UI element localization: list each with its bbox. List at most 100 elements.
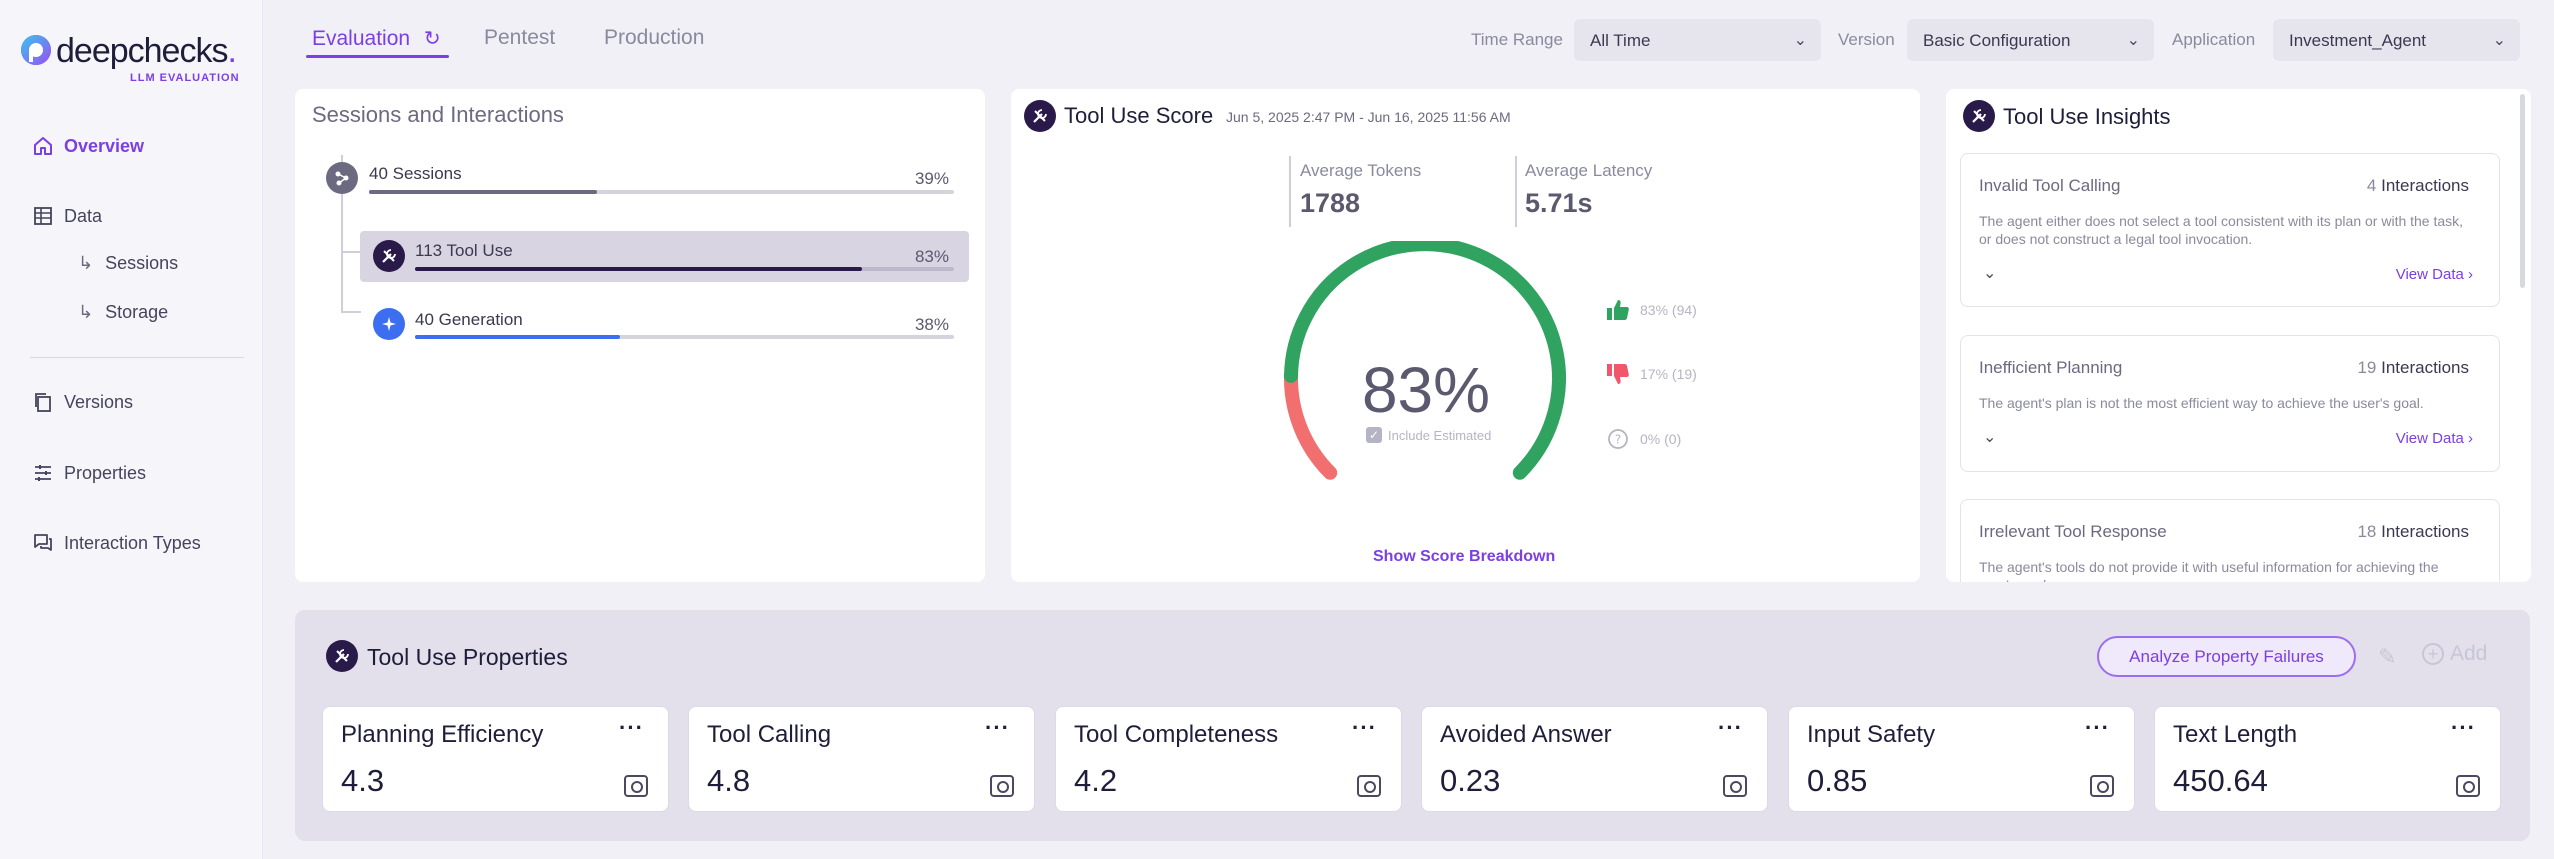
insight-count-number: 19 <box>2357 358 2377 377</box>
score-date-range: Jun 5, 2025 2:47 PM - Jun 16, 2025 11:56… <box>1226 109 1511 125</box>
table-icon <box>34 207 52 225</box>
sidebar-item-label: Storage <box>105 302 169 322</box>
property-value: 4.3 <box>341 763 385 798</box>
more-menu-icon[interactable]: ··· <box>985 715 1010 740</box>
view-data-link[interactable]: View Data › <box>2395 430 2473 447</box>
plus-circle-icon: + <box>2422 643 2444 665</box>
insight-card-irrelevant-tool-response[interactable]: Irrelevant Tool Response 18 Interactions… <box>1960 499 2500 582</box>
logo-dot: . <box>227 32 237 70</box>
more-menu-icon[interactable]: ··· <box>1718 715 1743 740</box>
sidebar-item-interaction-types[interactable]: Interaction Types <box>32 532 201 554</box>
sidebar-item-label: Interaction Types <box>64 532 201 553</box>
property-name: Text Length <box>2173 721 2298 748</box>
add-property-button[interactable]: + Add <box>2422 642 2487 666</box>
svg-text:?: ? <box>1615 433 1621 447</box>
session-row-bar-fill <box>369 190 598 194</box>
home-icon <box>34 137 52 155</box>
insight-card-inefficient-planning[interactable]: Inefficient Planning 19 Interactions The… <box>1960 335 2500 472</box>
sidebar-item-overview[interactable]: Overview <box>32 135 144 157</box>
tool-use-icon <box>1024 100 1056 132</box>
property-card-tool-completeness[interactable]: Tool Completeness 4.2 ··· <box>1055 706 1402 812</box>
show-score-breakdown-link[interactable]: Show Score Breakdown <box>1373 548 1556 565</box>
property-name: Planning Efficiency <box>341 721 544 748</box>
tool-use-icon <box>326 640 358 672</box>
edit-icon[interactable]: ✎ <box>2378 644 2397 669</box>
property-card-tool-calling[interactable]: Tool Calling 4.8 ··· <box>688 706 1035 812</box>
session-row-pct: 39% <box>914 169 949 188</box>
generation-icon <box>373 308 405 340</box>
property-detail-icon[interactable] <box>1357 775 1381 797</box>
sidebar-item-versions[interactable]: Versions <box>32 391 133 413</box>
analyze-property-failures-button[interactable]: Analyze Property Failures <box>2097 636 2356 677</box>
insight-name: Inefficient Planning <box>1979 358 2123 377</box>
insight-count-number: 18 <box>2357 522 2377 541</box>
sidebar-item-data[interactable]: Data <box>32 205 102 227</box>
sidebar-item-label: Data <box>64 205 103 226</box>
avg-latency-value: 5.71s <box>1525 188 1593 218</box>
sub-arrow-icon: ↳ <box>78 302 94 322</box>
tab-label: Evaluation <box>312 27 411 50</box>
include-estimated-checkbox[interactable]: ✓ Include Estimated <box>1366 427 1491 443</box>
property-card-planning-efficiency[interactable]: Planning Efficiency 4.3 ··· <box>322 706 669 812</box>
score-value: 83% <box>1361 354 1491 426</box>
gauge-good-arc <box>1284 241 1566 480</box>
chat-icon <box>34 534 52 551</box>
deepchecks-logo-mark-icon <box>21 35 51 65</box>
stat-separator <box>1289 156 1291 227</box>
tab-production[interactable]: Production <box>604 26 705 49</box>
property-detail-icon[interactable] <box>990 775 1014 797</box>
sidebar-item-label: Overview <box>64 135 145 156</box>
score-card-title: Tool Use Score <box>1064 103 1214 128</box>
property-name: Tool Completeness <box>1074 721 1279 748</box>
tool-use-icon <box>1963 100 1995 132</box>
property-detail-icon[interactable] <box>1723 775 1747 797</box>
insight-description: The agent either does not select a tool … <box>1979 213 2464 247</box>
time-range-label: Time Range <box>1471 30 1563 49</box>
tab-pentest[interactable]: Pentest <box>484 26 556 49</box>
sidebar: deepchecks. LLM EVALUATION Overview Data… <box>0 0 263 859</box>
sessions-card: Sessions and Interactions 40 Sessions 39… <box>295 89 985 582</box>
sidebar-divider <box>30 357 244 358</box>
chevron-down-icon: ⌄ <box>2492 32 2506 49</box>
legend-negative: 17% (19) <box>1606 362 1697 386</box>
property-card-text-length[interactable]: Text Length 450.64 ··· <box>2154 706 2501 812</box>
chevron-down-icon[interactable]: ⌄ <box>1983 265 1997 282</box>
logo-wordmark: deepchecks. <box>56 32 237 71</box>
checkbox-checked-icon: ✓ <box>1366 427 1382 443</box>
avg-tokens-value: 1788 <box>1300 188 1361 218</box>
property-detail-icon[interactable] <box>2456 775 2480 797</box>
property-card-avoided-answer[interactable]: Avoided Answer 0.23 ··· <box>1421 706 1768 812</box>
session-row-bar-fill <box>415 335 620 339</box>
property-card-input-safety[interactable]: Input Safety 0.85 ··· <box>1788 706 2135 812</box>
version-select[interactable]: Basic Configuration ⌄ <box>1907 19 2154 61</box>
sidebar-item-label: Properties <box>64 462 147 483</box>
chevron-down-icon[interactable]: ⌄ <box>1983 429 1997 446</box>
session-row-label: 40 Generation <box>415 310 523 329</box>
insight-count: 19 Interactions <box>2357 358 2469 378</box>
active-tab-indicator <box>306 55 449 58</box>
insights-card-title: Tool Use Insights <box>2003 104 2171 129</box>
insight-count-unit: Interactions <box>2381 358 2469 377</box>
view-data-link[interactable]: View Data › <box>2395 266 2473 283</box>
more-menu-icon[interactable]: ··· <box>2451 715 2476 740</box>
sidebar-item-storage[interactable]: ↳ Storage <box>78 302 168 323</box>
application-select[interactable]: Investment_Agent ⌄ <box>2273 19 2520 61</box>
tool-use-row[interactable] <box>360 231 969 282</box>
more-menu-icon[interactable]: ··· <box>2085 715 2110 740</box>
session-row-label: 40 Sessions <box>369 164 462 183</box>
tree-connector <box>341 311 361 313</box>
insight-count-unit: Interactions <box>2381 522 2469 541</box>
legend-unknown: ? 0% (0) <box>1606 427 1681 451</box>
refresh-icon[interactable]: ↻ <box>423 28 441 50</box>
property-detail-icon[interactable] <box>2090 775 2114 797</box>
logo-subtitle: LLM EVALUATION <box>130 72 240 84</box>
more-menu-icon[interactable]: ··· <box>619 715 644 740</box>
time-range-select[interactable]: All Time ⌄ <box>1574 19 1821 61</box>
property-detail-icon[interactable] <box>624 775 648 797</box>
sidebar-item-properties[interactable]: Properties <box>32 462 146 484</box>
sidebar-item-sessions[interactable]: ↳ Sessions <box>78 253 178 274</box>
insight-card-invalid-tool-calling[interactable]: Invalid Tool Calling 4 Interactions The … <box>1960 153 2500 307</box>
more-menu-icon[interactable]: ··· <box>1352 715 1377 740</box>
insights-scrollbar[interactable] <box>2520 94 2525 288</box>
tab-evaluation[interactable]: Evaluation ↻ <box>312 26 441 51</box>
